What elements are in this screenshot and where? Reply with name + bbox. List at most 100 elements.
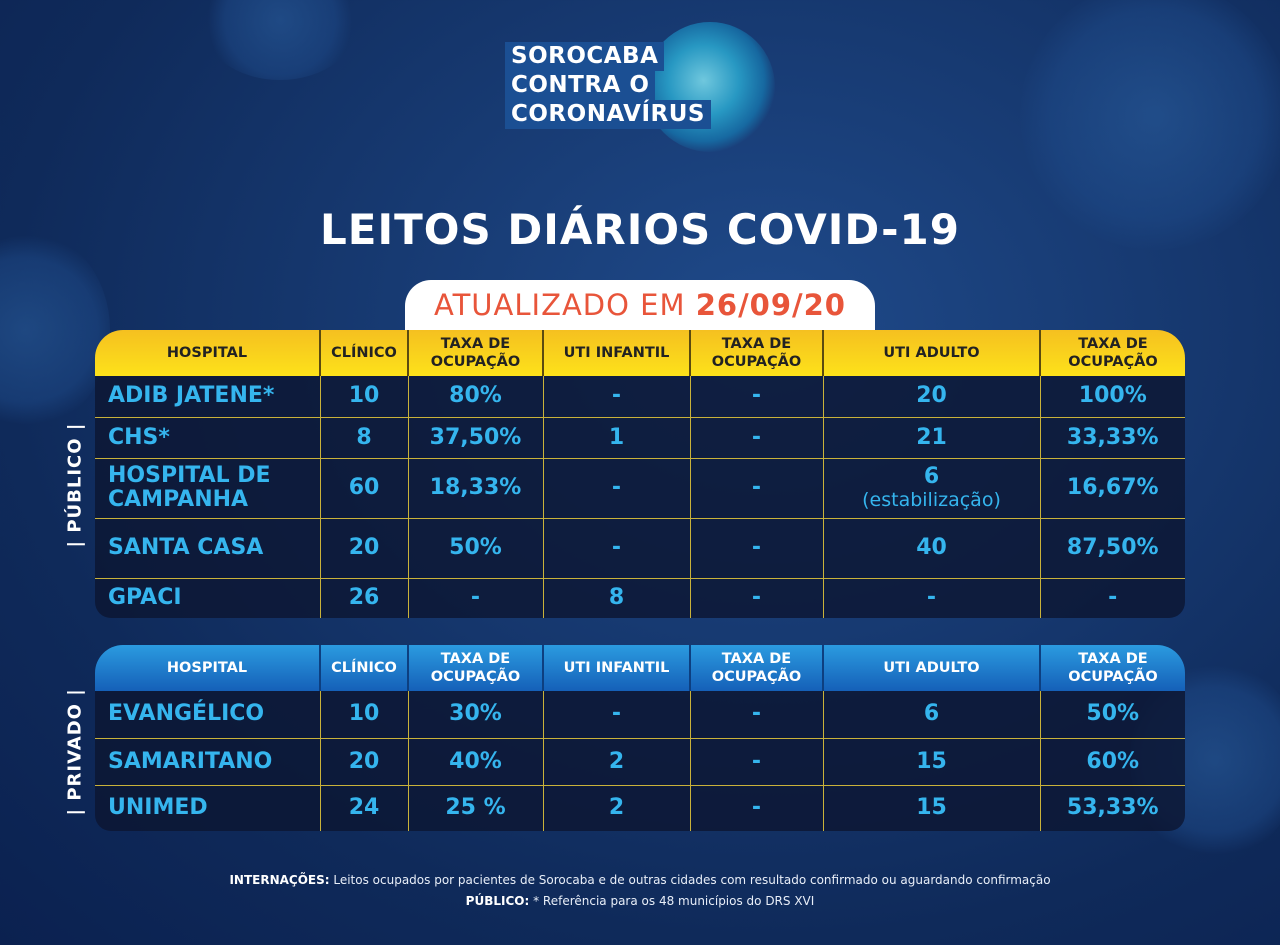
column-header: TAXA DE OCUPAÇÃO [407,330,543,376]
cell-value: 2 [542,737,690,785]
cell-value: - [689,457,823,518]
table-row: SAMARITANO 20 40% 2-15 60% [95,737,1185,785]
cell-value: 10 [319,691,408,738]
column-header: TAXA DE OCUPAÇÃO [407,645,543,691]
table-row: ADIB JATENE* 10 80% - -20 100% [95,376,1185,417]
cell-value: - [689,577,823,618]
cell-value: 6 [822,691,1040,738]
cell-value: - [542,376,690,417]
column-header: CLÍNICO [319,330,408,376]
column-header: UTI ADULTO [822,330,1040,376]
cell-value: - [542,517,690,578]
private-hospitals-table: HOSPITAL CLÍNICO TAXA DE OCUPAÇÃO UTI INFAN… [95,645,1185,831]
cell-value: 2 [542,784,690,831]
footer-text: * Referência para os 48 municípios do DR… [529,894,815,908]
hospital-name: UNIMED [95,784,320,831]
virus-icon [645,22,775,152]
table-row: HOSPITAL DE CAMPANHA 60 18,33% - -6 (estabili… [95,457,1185,518]
cell-value: 15 [822,737,1040,785]
cell-value: 16,67% [1039,457,1185,518]
virus-decoration [0,230,110,430]
table-row: SANTA CASA 20 50% - -40 87,50% [95,517,1185,578]
cell-value: 50% [1039,691,1185,738]
cell-value: - [689,737,823,785]
footer-bold: INTERNAÇÕES: [229,873,330,887]
private-section-label: | PRIVADO | [64,688,86,816]
column-header: TAXA DE OCUPAÇÃO [689,330,823,376]
hospital-name: ADIB JATENE* [95,376,320,417]
cell-value: - [542,457,690,518]
column-header: HOSPITAL [95,330,320,376]
updated-label: ATUALIZADO EM [434,288,686,322]
cell-value: 33,33% [1039,416,1185,458]
updated-badge: ATUALIZADO EM 26/09/20 [405,280,875,332]
table-row: EVANGÉLICO 10 30% - -6 50% [95,691,1185,738]
footer-bold: PÚBLICO: [465,894,530,908]
cell-value: 8 [319,416,408,458]
cell-value: - [407,577,543,618]
page-title: LEITOS DIÁRIOS COVID-19 [320,205,960,254]
cell-value: 15 [822,784,1040,831]
footer-text: Leitos ocupados por pacientes de Sorocab… [329,873,1051,887]
cell-value: 50% [407,517,543,578]
cell-value: 100% [1039,376,1185,417]
header-row: HOSPITAL CLÍNICO TAXA DE OCUPAÇÃO UTI INFAN… [95,645,1185,691]
cell-value: 1 [542,416,690,458]
cell-value: 37,50% [407,416,543,458]
column-header: CLÍNICO [319,645,408,691]
public-hospitals-table: HOSPITAL CLÍNICO TAXA DE OCUPAÇÃO UTI INFAN… [95,330,1185,618]
updated-date: 26/09/20 [695,288,846,322]
cell-value: 25 % [407,784,543,831]
logo-line: SOROCABA [505,42,665,71]
cell-value: 8 [542,577,690,618]
cell-value: 87,50% [1039,517,1185,578]
cell-value: 6 (estabilização) [822,457,1040,518]
column-header: UTI ADULTO [822,645,1040,691]
hospital-name: EVANGÉLICO [95,691,320,738]
cell-value: 20 [319,517,408,578]
table-row: CHS* 8 37,50% 1-21 33,33% [95,416,1185,458]
cell-value: 53,33% [1039,784,1185,831]
cell-note: (estabilização) [862,489,1001,511]
hospital-name: GPACI [95,577,320,618]
cell-value: 80% [407,376,543,417]
cell-value: - [689,691,823,738]
column-header: TAXA DE OCUPAÇÃO [1039,330,1185,376]
footer-note-2: PÚBLICO: * Referência para os 48 municíp… [0,894,1280,908]
hospital-name: SAMARITANO [95,737,320,785]
logo-line: CORONAVÍRUS [505,100,711,129]
cell-value: - [542,691,690,738]
table-row: UNIMED 24 25 % 2-15 53,33% [95,784,1185,831]
cell-value: 20 [822,376,1040,417]
virus-decoration [1020,0,1280,250]
cell-value: 20 [319,737,408,785]
cell-value: 60 [319,457,408,518]
cell-value: - [689,517,823,578]
column-header: HOSPITAL [95,645,320,691]
cell-value: 10 [319,376,408,417]
campaign-logo: SOROCABA CONTRA O CORONAVÍRUS [505,22,775,167]
cell-value: 26 [319,577,408,618]
public-section-label: | PÚBLICO | [64,422,86,548]
cell-value: - [689,416,823,458]
cell-value: - [689,784,823,831]
cell-value: 60% [1039,737,1185,785]
cell-value: - [822,577,1040,618]
cell-value: 24 [319,784,408,831]
header-row: HOSPITAL CLÍNICO TAXA DE OCUPAÇÃO UTI INFAN… [95,330,1185,376]
cell-value: - [689,376,823,417]
cell-value: 40% [407,737,543,785]
hospital-name: HOSPITAL DE CAMPANHA [95,457,320,518]
cell-value: - [1039,577,1185,618]
column-header: TAXA DE OCUPAÇÃO [689,645,823,691]
cell-value: 40 [822,517,1040,578]
footer-note-1: INTERNAÇÕES: Leitos ocupados por pacient… [0,873,1280,887]
cell-value: 30% [407,691,543,738]
table-row: GPACI 26-8- - - [95,577,1185,618]
cell-value: 18,33% [407,457,543,518]
column-header: UTI INFANTIL [542,645,690,691]
logo-line: CONTRA O [505,71,656,100]
cell-value: 21 [822,416,1040,458]
hospital-name: SANTA CASA [95,517,320,578]
column-header: UTI INFANTIL [542,330,690,376]
